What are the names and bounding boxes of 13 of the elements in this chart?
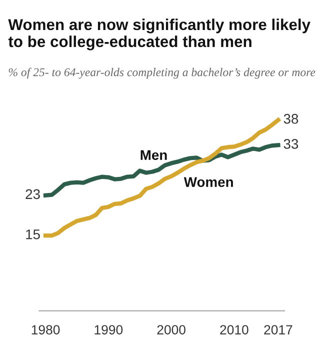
x-tick-label: 1980 (32, 325, 60, 334)
series-label: Women (184, 177, 233, 187)
data-label: 15 (26, 230, 40, 240)
series-label: Men (140, 150, 167, 160)
x-tick-label: 1990 (94, 325, 123, 334)
data-label: 38 (284, 114, 298, 124)
chart-title: Women are now significantly more likely to be college-educated than men (8, 18, 310, 50)
data-label: 23 (26, 189, 40, 200)
x-tick-label: 2010 (220, 325, 248, 334)
data-label: 33 (284, 139, 298, 149)
chart-subtitle: % of 25- to 64-year-olds completing a bachelor’s degree or more (8, 68, 316, 79)
x-tick-label: 2000 (157, 325, 186, 334)
x-tick-label: 2017 (264, 325, 292, 334)
